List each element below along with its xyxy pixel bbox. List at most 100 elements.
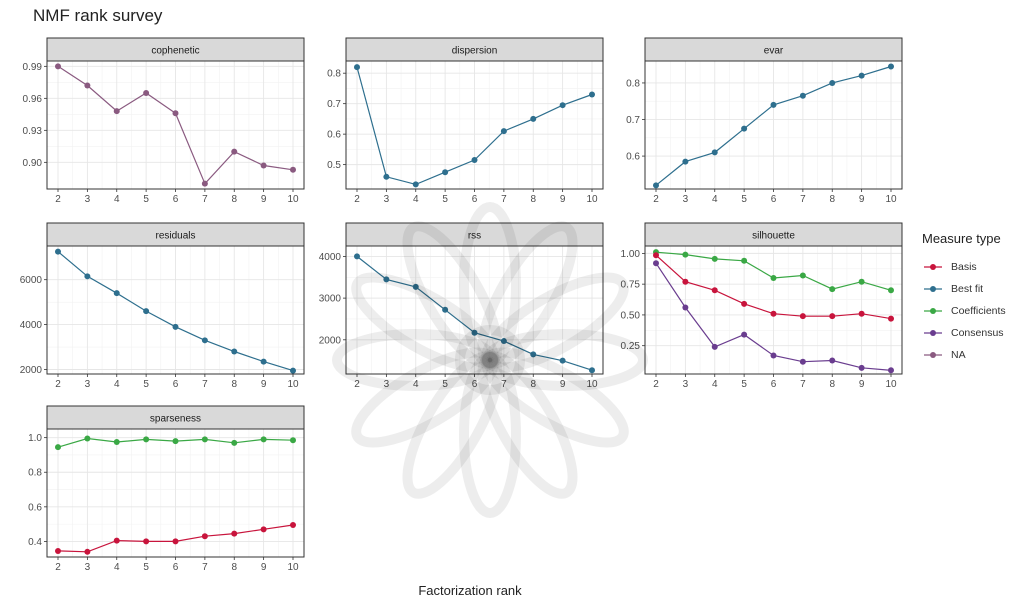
- data-point: [172, 110, 179, 117]
- data-point: [290, 522, 296, 528]
- x-tick-label: 4: [413, 194, 419, 205]
- x-tick-label: 2: [653, 379, 659, 390]
- x-tick-label: 6: [173, 194, 179, 205]
- y-tick-label: 0.93: [23, 126, 43, 137]
- y-tick-label: 0.90: [23, 158, 43, 169]
- data-point: [829, 79, 836, 86]
- data-point: [143, 538, 150, 545]
- x-tick-label: 7: [202, 379, 208, 390]
- x-tick-label: 10: [287, 562, 299, 573]
- panel-cophenetic: cophenetic 0.90 0.93 0.96 0.99 2 3 4 5 6 7 8 9 10: [23, 37, 305, 205]
- legend-key: [924, 286, 942, 292]
- data-point: [829, 313, 836, 320]
- panel-evar: evar 0.6 0.7 0.8 2 3 4 5 6 7 8 9 10: [626, 37, 903, 205]
- data-point: [770, 101, 777, 108]
- data-point: [799, 92, 806, 99]
- y-tick-label: 0.96: [23, 94, 43, 105]
- data-point: [143, 308, 150, 315]
- y-tick-label: 0.50: [621, 310, 641, 321]
- legend-key: [924, 308, 942, 314]
- data-point: [172, 438, 179, 445]
- data-point: [530, 351, 537, 358]
- y-tick-label: 2000: [20, 365, 43, 376]
- x-tick-label: 3: [384, 379, 390, 390]
- data-point: [770, 310, 777, 317]
- x-tick-label: 4: [114, 562, 120, 573]
- x-tick-label: 8: [829, 194, 835, 205]
- data-point: [682, 304, 689, 311]
- data-point: [770, 352, 777, 359]
- y-tick-label: 0.4: [28, 537, 42, 548]
- y-tick-label: 0.8: [327, 69, 341, 80]
- data-point: [888, 287, 894, 294]
- y-tick-label: 2000: [319, 335, 342, 346]
- x-tick-label: 10: [586, 379, 598, 390]
- x-tick-label: 2: [55, 379, 61, 390]
- data-point: [354, 64, 360, 71]
- panel-sparseness: sparseness 0.4 0.6 0.8 1.0 2 3 4 5 6 7 8 9 10: [28, 405, 305, 573]
- x-tick-label: 3: [85, 379, 91, 390]
- y-tick-label: 1.00: [621, 249, 641, 260]
- x-tick-label: 4: [114, 194, 120, 205]
- panel-strip-label: dispersion: [452, 46, 498, 57]
- data-point: [113, 537, 120, 544]
- x-tick-label: 8: [530, 194, 536, 205]
- data-point: [260, 358, 267, 365]
- data-point: [231, 530, 238, 537]
- x-tick-label: 3: [683, 194, 689, 205]
- data-point: [711, 343, 718, 350]
- legend-key: [924, 352, 942, 358]
- data-point: [471, 157, 478, 164]
- x-tick-label: 2: [653, 194, 659, 205]
- data-point: [829, 357, 836, 364]
- x-tick-label: 2: [354, 194, 360, 205]
- legend-label: Basis: [951, 261, 977, 273]
- panel-strip-label: rss: [468, 231, 481, 242]
- x-tick-label: 7: [202, 562, 208, 573]
- x-tick-label: 7: [800, 379, 806, 390]
- legend: Measure type Basis Best fit Coefficients Co…: [922, 231, 1026, 366]
- legend-title: Measure type: [922, 231, 1001, 246]
- legend-label: Coefficients: [951, 305, 1006, 317]
- data-point: [829, 286, 836, 293]
- data-point: [741, 125, 748, 132]
- data-point: [471, 329, 478, 336]
- x-tick-label: 7: [501, 194, 507, 205]
- data-point: [143, 436, 150, 443]
- data-point: [442, 169, 449, 176]
- data-point: [383, 173, 390, 180]
- data-point: [55, 547, 61, 554]
- x-tick-label: 9: [560, 194, 566, 205]
- legend-item: Basis: [922, 256, 1026, 278]
- panel-strip-label: sparseness: [150, 414, 201, 425]
- x-tick-label: 6: [472, 194, 478, 205]
- data-point: [231, 148, 238, 155]
- data-point: [559, 102, 566, 109]
- panel-strip-label: evar: [764, 46, 784, 57]
- x-tick-label: 2: [354, 379, 360, 390]
- legend-item: Best fit: [922, 278, 1026, 300]
- data-point: [858, 278, 865, 285]
- data-point: [84, 548, 91, 555]
- data-point: [888, 367, 894, 374]
- panel-rss: rss 2000 3000 4000 2 3 4 5 6 7 8 9 10: [319, 222, 604, 390]
- data-point: [858, 364, 865, 371]
- legend-label: Best fit: [951, 283, 984, 295]
- x-tick-label: 9: [261, 379, 267, 390]
- x-tick-label: 5: [143, 562, 149, 573]
- x-tick-label: 5: [143, 379, 149, 390]
- legend-key: [924, 330, 942, 336]
- data-point: [741, 257, 748, 264]
- data-point: [559, 357, 566, 364]
- data-point: [500, 338, 507, 345]
- data-point: [770, 275, 777, 281]
- panel-strip-label: silhouette: [752, 231, 795, 242]
- data-point: [55, 63, 61, 70]
- panel-strip-label: residuals: [155, 231, 195, 242]
- data-point: [290, 437, 296, 444]
- x-tick-label: 2: [55, 194, 61, 205]
- x-tick-label: 10: [885, 194, 897, 205]
- x-tick-label: 8: [231, 194, 237, 205]
- x-tick-label: 6: [771, 379, 777, 390]
- data-point: [113, 108, 120, 115]
